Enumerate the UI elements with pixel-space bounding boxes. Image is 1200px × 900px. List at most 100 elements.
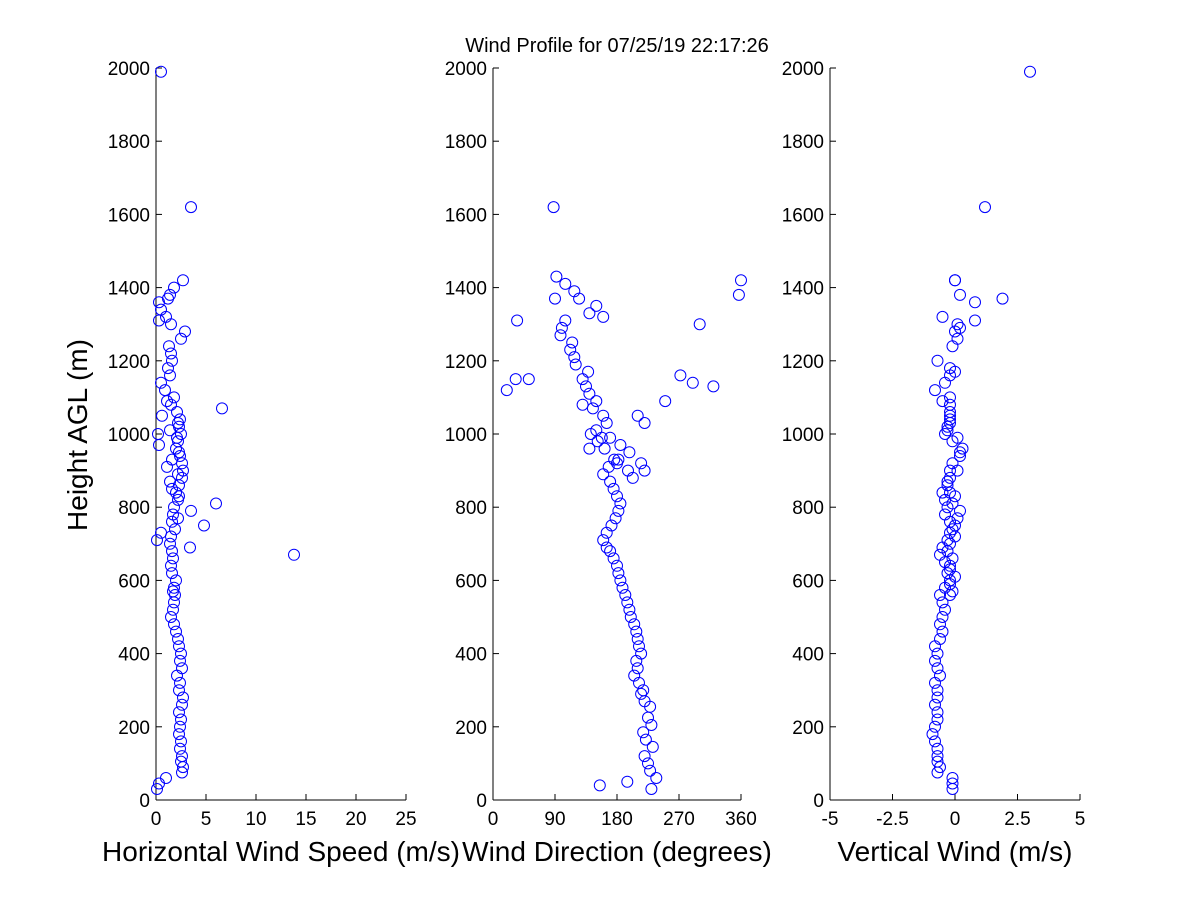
y-tick-label: 600 (118, 571, 150, 592)
data-point (166, 482, 178, 495)
data-point (939, 508, 951, 521)
data-point (177, 274, 189, 287)
data-point (511, 314, 524, 327)
data-point (165, 559, 177, 572)
data-point (597, 310, 610, 323)
data-point (583, 307, 596, 320)
y-tick-label: 200 (792, 718, 824, 739)
data-point (635, 647, 648, 660)
y-tick-label: 1000 (108, 425, 150, 446)
data-point (735, 274, 747, 287)
data-point (167, 552, 179, 565)
data-point (176, 471, 188, 484)
x-axis-label: Wind Direction (degrees) (462, 836, 772, 867)
data-point (969, 314, 981, 327)
data-point (631, 633, 644, 645)
data-point (929, 384, 941, 397)
data-point (635, 457, 648, 470)
data-point (522, 373, 535, 386)
data-point (951, 431, 964, 444)
x-tick-label: 5 (1075, 809, 1086, 830)
y-tick-label: 200 (118, 718, 150, 739)
data-point (626, 471, 639, 484)
data-point (174, 676, 186, 689)
data-point (929, 654, 941, 667)
x-tick-label: 0 (950, 809, 961, 830)
data-point (153, 439, 165, 451)
data-point (604, 431, 617, 444)
data-point (621, 775, 634, 788)
data-point (624, 611, 637, 623)
data-point (175, 713, 187, 726)
data-point (605, 519, 618, 532)
data-point (176, 698, 188, 711)
data-point (949, 490, 961, 503)
data-point (165, 611, 177, 623)
data-point (583, 387, 596, 400)
data-point (931, 742, 944, 755)
data-point (644, 764, 657, 777)
data-point (586, 402, 599, 415)
data-point (155, 65, 167, 78)
y-tick-label: 400 (455, 645, 487, 666)
data-point (693, 318, 706, 331)
data-point (564, 343, 577, 356)
data-point (176, 662, 188, 675)
data-point (931, 706, 944, 719)
data-point (168, 501, 180, 514)
data-point (155, 526, 167, 539)
x-tick-label: 180 (601, 809, 633, 830)
y-tick-label: 1600 (108, 205, 150, 226)
x-axis-label: Horizontal Wind Speed (m/s) (102, 836, 460, 867)
data-point (155, 303, 167, 316)
x-axis-label: Vertical Wind (m/s) (838, 836, 1073, 867)
data-point (944, 409, 956, 422)
x-tick-label: 15 (295, 809, 316, 830)
data-point (934, 633, 946, 645)
y-tick-label: 1200 (445, 352, 487, 373)
data-point (686, 376, 699, 389)
y-tick-label: 1600 (445, 205, 487, 226)
x-tick-label: 0 (488, 809, 499, 830)
data-point (173, 706, 185, 719)
data-point (604, 475, 617, 488)
data-point (595, 431, 608, 444)
data-point (630, 625, 643, 638)
y-tick-label: 2000 (108, 59, 150, 80)
y-tick-label: 400 (118, 645, 150, 666)
data-point (954, 504, 966, 517)
y-tick-label: 800 (792, 498, 824, 519)
data-point (619, 589, 632, 601)
data-point (954, 288, 966, 301)
data-point (936, 625, 949, 638)
data-point (164, 288, 176, 301)
data-point (216, 402, 228, 415)
data-point (623, 603, 636, 616)
data-point (174, 742, 186, 755)
x-tick-label: 10 (245, 809, 266, 830)
data-point (931, 684, 944, 697)
data-point (946, 497, 959, 510)
data-point (612, 567, 625, 580)
data-point (509, 373, 522, 386)
data-point (175, 735, 187, 748)
data-point (170, 574, 182, 587)
y-tick-label: 400 (792, 645, 824, 666)
data-point (210, 497, 222, 510)
panel-vertical-wind: 0 200 400 600 800 1000 1200 1400 1600 1800 2000 -5 -… (782, 59, 1086, 867)
data-point (611, 559, 623, 572)
y-tick-label: 1200 (108, 352, 150, 373)
data-point (597, 534, 610, 547)
data-point (162, 362, 174, 375)
data-point (166, 545, 178, 558)
data-point (637, 726, 650, 739)
data-point (171, 431, 183, 444)
data-point (173, 446, 185, 459)
y-tick-label: 1000 (445, 425, 487, 446)
data-point (954, 450, 966, 462)
x-tick-label: 360 (725, 809, 757, 830)
data-point (941, 424, 954, 437)
data-point (614, 497, 627, 510)
